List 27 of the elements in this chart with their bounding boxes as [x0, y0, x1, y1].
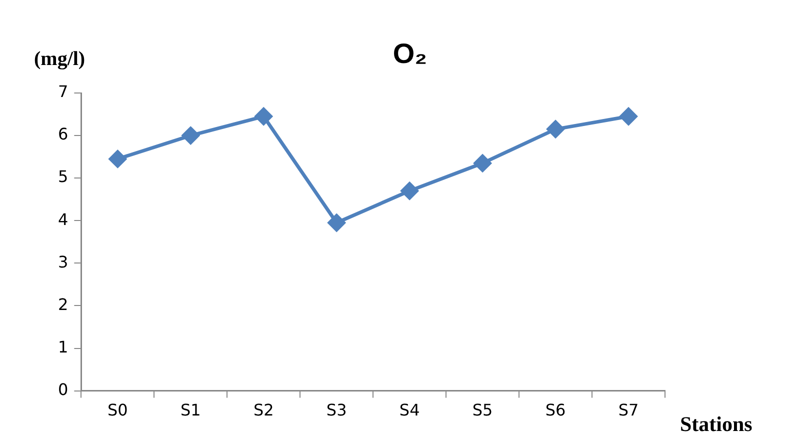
point [328, 214, 346, 232]
y-axis-title: (mg/l) [34, 48, 86, 71]
x-tick-label: S3 [326, 400, 347, 420]
point [254, 108, 272, 126]
chart-title: O₂ [392, 38, 428, 70]
y-tick-label: 5 [58, 167, 68, 186]
x-tick-label: S0 [107, 400, 128, 420]
y-tick-label: 6 [58, 124, 68, 144]
point [546, 120, 564, 138]
x-tick-label: S1 [180, 400, 201, 420]
y-tick-label: 3 [58, 252, 68, 272]
x-axis-title: Stations [680, 412, 752, 437]
point [400, 182, 418, 200]
x-tick-label: S6 [545, 400, 566, 420]
point [108, 150, 126, 168]
point [474, 154, 492, 172]
x-tick-label: S5 [472, 400, 493, 420]
x-tick-label: S4 [399, 400, 420, 420]
x-tick-label: S7 [618, 400, 639, 420]
point [182, 126, 200, 144]
y-tick-label: 4 [58, 210, 68, 229]
y-tick-label: 7 [58, 82, 68, 102]
x-tick-label: S2 [253, 400, 274, 420]
y-tick-label: 1 [58, 337, 68, 356]
y-tick-label: 2 [58, 294, 68, 314]
y-tick-label: 0 [58, 380, 68, 399]
point [620, 108, 638, 126]
